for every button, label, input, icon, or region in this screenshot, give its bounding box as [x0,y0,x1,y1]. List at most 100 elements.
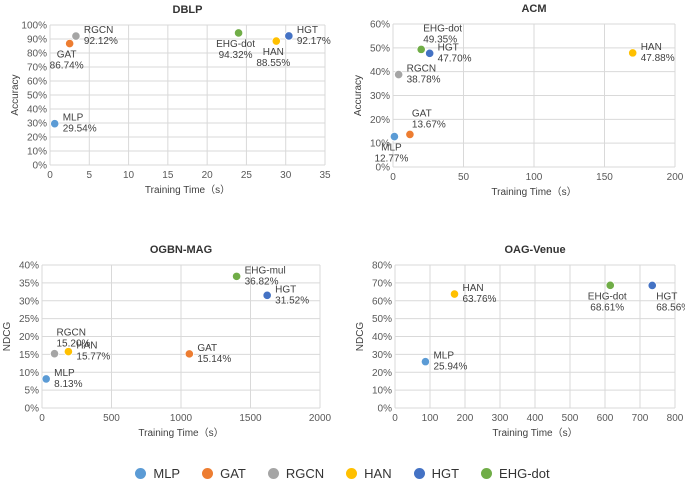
ytick-label-oag-venue: 80% [372,261,392,272]
point-value-label-dblp-mlp: 29.54% [63,124,97,135]
legend-swatch-hgt [413,467,425,479]
point-acm-mlp [389,131,400,142]
y-axis-label-dblp: Accuracy [10,74,21,115]
chart-title-dblp: DBLP [173,4,203,16]
point-label-acm-hgt: HGT [438,42,459,53]
ytick-label-ogbn-mag: 20% [19,332,39,343]
legend-swatch-ehg-dot [481,467,493,479]
legend-swatch-rgcn [267,467,279,479]
ytick-label-dblp: 0% [33,161,48,172]
point-oag-venue-ehg-dot [605,280,615,290]
point-value-label-oag-venue-hgt: 68.56% [656,302,685,313]
legend-item-rgcn: RGCN [267,466,324,481]
x-axis-label-oag-venue: Training Time（s） [492,427,577,439]
point-oag-venue-mlp [420,357,431,367]
xtick-label-oag-venue: 600 [597,413,614,424]
chart-title-ogbn-mag: OGBN-MAG [150,244,212,256]
xtick-label-dblp: 5 [87,170,93,181]
ytick-label-acm: 50% [370,43,390,54]
point-value-label-dblp-hgt: 92.17% [297,36,331,47]
ytick-label-oag-venue: 30% [372,350,392,361]
point-value-label-dblp-rgcn: 92.12% [84,36,118,47]
point-ogbn-mag-hgt [262,290,272,300]
xtick-label-dblp: 10 [123,170,135,181]
point-acm-ehg-dot [416,44,426,54]
point-label-ogbn-mag-ehg-mul: EHG-mul [245,265,286,276]
point-label-dblp-mlp: MLP [63,113,84,124]
point-value-label-acm-gat: 13.67% [412,119,446,130]
point-value-label-oag-venue-han: 63.76% [463,294,497,305]
xtick-label-acm: 200 [667,172,684,183]
point-dblp-han [271,36,281,46]
ytick-label-acm: 20% [370,115,390,126]
chart-title-oag-venue: OAG-Venue [504,244,565,256]
xtick-label-ogbn-mag: 2000 [309,413,332,424]
ytick-label-oag-venue: 50% [372,314,392,325]
point-value-label-dblp-ehg-dot: 94.32% [219,50,253,61]
y-axis-label-acm: Accuracy [353,75,364,116]
point-value-label-ogbn-mag-mlp: 8.13% [54,379,82,390]
legend-item-han: HAN [346,465,392,481]
point-oag-venue-hgt [647,280,657,291]
y-axis-label-ogbn-mag: NDCG [2,322,13,352]
legend-label-hgt: HGT [431,465,460,481]
point-value-label-acm-ehg-dot: 49.35% [423,34,457,45]
point-ogbn-mag-mlp [41,374,51,384]
xtick-label-oag-venue: 100 [422,413,439,424]
point-label-ogbn-mag-han: HAN [76,341,97,352]
point-acm-gat [405,129,415,140]
ytick-label-oag-venue: 70% [372,278,392,289]
point-label-acm-gat: GAT [412,108,432,119]
legend-swatch-mlp [135,467,147,479]
ytick-label-oag-venue: 10% [372,386,392,397]
ytick-label-acm: 30% [370,91,390,102]
chart-title-acm: ACM [521,3,546,15]
xtick-label-ogbn-mag: 1500 [239,413,262,424]
ytick-label-dblp: 20% [27,133,47,144]
point-ogbn-mag-rgcn [49,349,60,359]
point-acm-han [628,48,638,58]
xtick-label-oag-venue: 800 [667,413,684,424]
ytick-label-ogbn-mag: 5% [25,386,40,397]
xtick-label-acm: 150 [596,172,613,183]
ytick-label-ogbn-mag: 35% [19,278,39,289]
point-label-acm-rgcn: RGCN [407,64,436,75]
point-label-ogbn-mag-rgcn: RGCN [57,328,86,339]
ytick-label-acm: 60% [370,20,390,31]
point-value-label-acm-mlp: 12.77% [374,154,408,165]
legend-label-ehg-dot: EHG-dot [499,465,550,481]
x-axis-label-ogbn-mag: Training Time（s） [138,427,223,439]
point-dblp-hgt [284,31,294,41]
xtick-label-oag-venue: 0 [392,413,398,424]
xtick-label-dblp: 0 [47,170,53,181]
xtick-label-oag-venue: 400 [527,413,544,424]
ytick-label-ogbn-mag: 15% [19,350,39,361]
xtick-label-dblp: 15 [162,170,174,181]
ytick-label-dblp: 30% [27,119,47,130]
point-value-label-ogbn-mag-gat: 15.14% [197,354,231,365]
xtick-label-dblp: 20 [202,170,214,181]
point-label-acm-han: HAN [641,42,662,53]
legend-item-mlp: MLP [135,466,180,481]
point-label-dblp-gat: GAT [57,50,77,61]
xtick-label-dblp: 25 [241,170,253,181]
point-label-dblp-rgcn: RGCN [84,25,113,36]
legend-label-han: HAN [364,465,392,481]
ytick-label-dblp: 90% [27,35,47,46]
xtick-label-ogbn-mag: 0 [39,413,45,424]
point-value-label-ogbn-mag-ehg-mul: 36.82% [245,276,279,287]
legend-item-ehg-dot: EHG-dot [481,466,550,481]
xtick-label-dblp: 30 [280,170,292,181]
point-label-ogbn-mag-hgt: HGT [275,284,296,295]
point-value-label-dblp-han: 88.55% [256,58,290,69]
point-ogbn-mag-ehg-mul [232,271,242,281]
point-label-acm-mlp: MLP [381,143,402,154]
point-acm-hgt [425,48,435,58]
ytick-label-dblp: 50% [27,91,47,102]
point-label-dblp-hgt: HGT [297,25,318,36]
point-label-ogbn-mag-mlp: MLP [54,368,75,379]
legend: MLP GAT RGCN HAN HGT EHG-dot [0,458,685,488]
ytick-label-oag-venue: 40% [372,332,392,343]
ytick-label-oag-venue: 0% [378,404,393,415]
